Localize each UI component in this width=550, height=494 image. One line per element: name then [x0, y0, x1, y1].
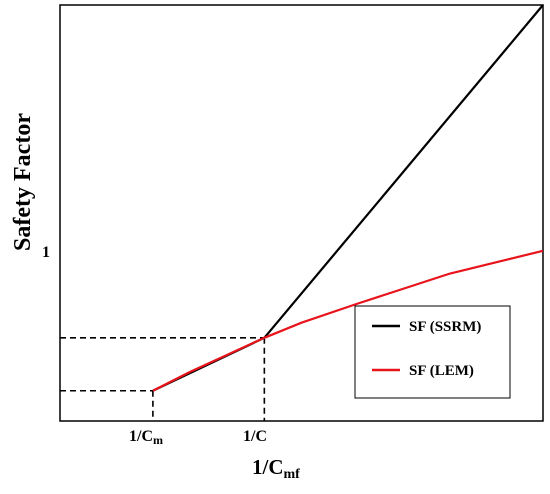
legend: SF (SSRM) SF (LEM) [354, 305, 511, 399]
legend-box [354, 305, 511, 399]
legend-label-lem: SF (LEM) [409, 363, 474, 379]
series-lines [152, 4, 544, 392]
plot-frame [59, 4, 544, 422]
x-axis-label-base: 1/C [252, 455, 284, 479]
x-tick-label-cm-sub: m [153, 433, 163, 447]
x-tick-label-c: 1/C [243, 428, 267, 445]
legend-label-ssrm: SF (SSRM) [409, 319, 481, 335]
y-tick-label-1: 1 [42, 244, 50, 261]
series-line-lem [152, 249, 544, 392]
reference-lines [60, 336, 266, 421]
y-axis-label: Safety Factor [10, 113, 36, 251]
x-axis-label-sub: mf [284, 467, 301, 482]
x-tick-label-cm: 1/Cm [129, 428, 163, 447]
x-tick-label-cm-base: 1/C [129, 428, 153, 445]
x-axis-label: 1/Cmf [252, 455, 300, 482]
